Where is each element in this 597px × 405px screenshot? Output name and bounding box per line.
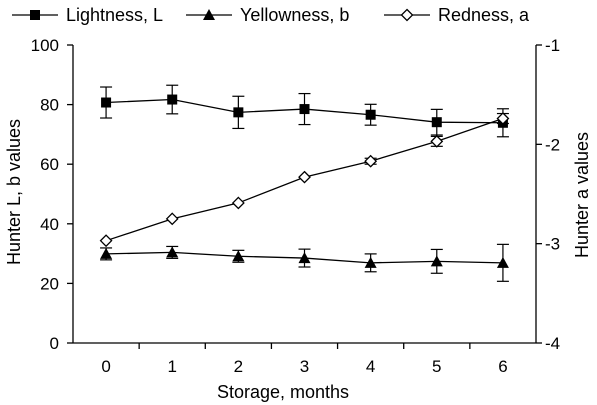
data-point — [298, 170, 311, 184]
x-tick-label: 6 — [498, 357, 507, 376]
x-tick-label: 5 — [432, 357, 441, 376]
y2-tick-label: -4 — [545, 334, 560, 353]
data-point — [431, 117, 442, 128]
y-axis-title: Hunter L, b values — [4, 119, 24, 265]
series-filled-triangle — [100, 243, 509, 282]
data-point — [166, 246, 179, 258]
legend-marker — [30, 10, 40, 20]
data-point — [233, 107, 244, 118]
y-tick-label: 60 — [40, 155, 59, 174]
legend-label: Lightness, L — [66, 5, 163, 25]
x-tick-label: 0 — [101, 357, 110, 376]
plot-area — [99, 84, 510, 282]
data-point — [167, 94, 178, 105]
data-point — [364, 154, 378, 168]
legend-marker — [203, 9, 215, 20]
data-point — [365, 109, 376, 120]
legend-label: Redness, a — [438, 5, 530, 25]
x-tick-label: 3 — [300, 357, 309, 376]
y2-tick-label: -3 — [545, 235, 560, 254]
data-point — [430, 255, 443, 267]
data-point — [231, 196, 245, 210]
data-point — [298, 252, 311, 264]
data-point — [496, 112, 510, 125]
series-filled-square — [100, 84, 509, 138]
y2-axis-title: Hunter a values — [572, 132, 592, 258]
y2-tick-label: -1 — [545, 36, 560, 55]
y2-tick-label: -2 — [545, 135, 560, 154]
data-point — [100, 247, 113, 259]
y-tick-label: 100 — [31, 36, 59, 55]
y-tick-label: 20 — [40, 274, 59, 293]
x-tick-label: 1 — [167, 357, 176, 376]
data-point — [364, 256, 377, 268]
data-point — [101, 97, 112, 108]
y-tick-label: 40 — [40, 215, 59, 234]
data-point — [165, 212, 179, 226]
axes: 0 20 40 60 80 100 -4 -3 -2 -1 0 1 2 3 4 5 6 — [31, 36, 561, 376]
data-point — [99, 234, 113, 248]
legend-label: Yellowness, b — [240, 5, 349, 25]
y-tick-label: 0 — [50, 334, 59, 353]
x-axis-title: Storage, months — [217, 382, 349, 402]
x-tick-label: 2 — [234, 357, 243, 376]
legend-marker — [400, 8, 414, 22]
data-point — [430, 134, 444, 148]
x-tick-label: 4 — [366, 357, 375, 376]
data-point — [496, 256, 509, 268]
legend: Lightness, L Yellowness, b Redness, a — [12, 5, 530, 25]
y-tick-label: 80 — [40, 96, 59, 115]
data-point — [299, 104, 310, 115]
series-open-diamond — [99, 112, 510, 248]
data-point — [232, 250, 245, 262]
